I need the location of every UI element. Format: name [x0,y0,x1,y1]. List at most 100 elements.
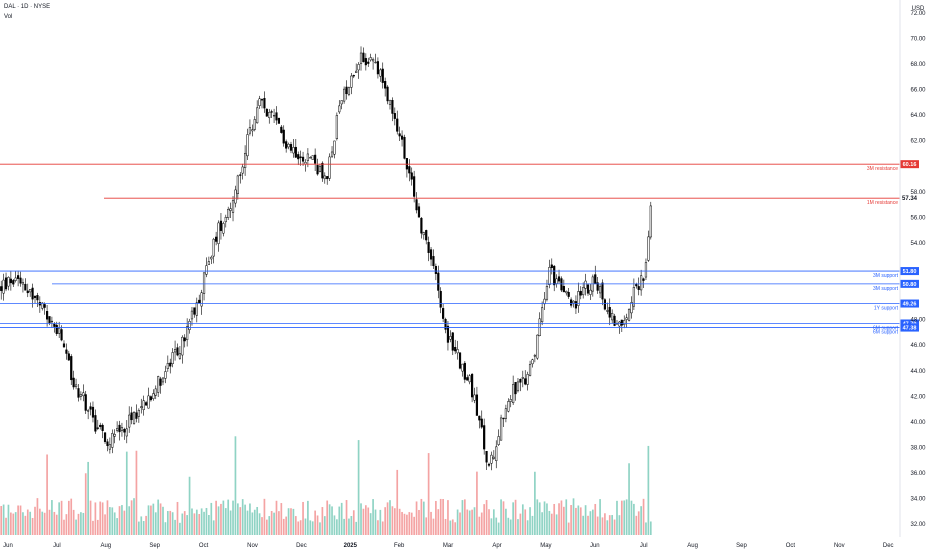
candle-body [113,433,116,437]
candle-body [398,133,401,137]
volume-bar [432,518,435,535]
volume-bar [618,515,621,535]
volume-bar [135,450,138,535]
time-axis[interactable]: Jun Jul Aug Sep Oct Nov Dec 2025 Feb Mar Apr May Jun… [3,543,893,549]
candle-body [644,262,648,278]
volume-bar [128,506,131,535]
volume-bar [203,511,205,535]
candle-body [70,356,73,381]
volume-bar [10,512,12,535]
volume-bar [26,509,29,535]
candle-body [217,222,220,244]
volume-bar [393,508,396,535]
candle-body [87,410,90,412]
volume-bar [364,505,367,535]
volume-bar [72,509,75,535]
candle-body [490,454,493,464]
candle-body [560,278,563,291]
candle-body [321,162,324,179]
candle-body [258,98,261,107]
candle-body [251,129,254,132]
volume-bar [285,516,288,535]
level-label: 3M support [873,273,899,279]
volume-bar [336,519,338,535]
volume-bar [80,512,82,535]
candle-body [608,306,611,318]
volume-bar [546,503,548,535]
candle-body [514,381,517,395]
candle-body [355,70,358,73]
candle-body [413,176,416,197]
volume-bar [531,515,534,535]
candle-body [326,176,329,180]
candle-body [572,300,575,304]
candle-body [60,329,63,341]
volume-bar [5,517,7,535]
volume-bar [164,522,167,535]
volume-bar [413,516,415,535]
volume-bar [488,509,490,535]
candle-body [333,140,336,155]
candle-body [649,205,652,238]
volume-bar [379,509,382,535]
price-tag-label: 47.38 [903,326,917,332]
y-tick-label: 40.00 [910,420,926,426]
volume-bar [323,516,326,535]
x-tick-label: Aug [687,543,698,549]
candle-body [463,362,466,380]
volume-bar [179,522,181,535]
volume-bar [526,520,529,535]
volume-bar [280,503,283,535]
volume-bar [596,516,599,535]
price-tag-label: 57.34 [902,196,918,202]
volume-bar [350,516,353,535]
volume-bar [273,512,275,535]
volume-bar [195,509,198,535]
volume-bar [244,504,246,535]
volume-bar [591,509,594,535]
volume-bar [512,502,514,535]
candle-body [164,371,167,379]
candle-body [7,277,10,287]
y-tick-label: 62.00 [910,139,926,145]
candle-body [630,302,633,314]
volume-bar [553,503,556,535]
candle-body [425,230,428,241]
volume-bar [403,513,406,535]
candle-body [504,408,507,419]
volume-bar [396,469,399,535]
candle-body [166,363,169,369]
volume-indicator-label: Vol [4,14,13,20]
level-label: 1Y support [874,306,899,312]
y-tick-label: 32.00 [910,522,926,528]
volume-bar [519,513,522,535]
volume-bar [642,498,645,535]
candle-body [410,172,413,180]
volume-bar [386,502,389,535]
volume-bar [476,471,478,535]
volume-bar [567,522,570,535]
volume-bar [616,500,618,535]
candle-body [234,189,237,204]
volume-bar [480,512,483,535]
candle-body [376,61,380,75]
candle-body [400,135,404,140]
y-tick-label: 42.00 [910,394,926,400]
volume-bar [415,501,418,535]
candle-body [461,363,464,372]
candle-body [483,425,486,450]
candle-body [427,241,430,253]
volume-bar [212,520,215,535]
volume-bar [205,507,208,535]
volume-bar [625,499,628,535]
volume-bar [46,454,48,535]
volume-bar [249,503,251,535]
volume-bar [24,515,27,535]
y-tick-label: 48.00 [910,318,926,324]
candle-body [89,406,92,410]
candle-body [577,291,580,306]
price-axis[interactable]: 72.00 70.00 68.00 66.00 64.00 62.00 58.00 56.00… [910,11,926,528]
volume-bar [299,520,302,535]
candle-body [357,64,360,71]
